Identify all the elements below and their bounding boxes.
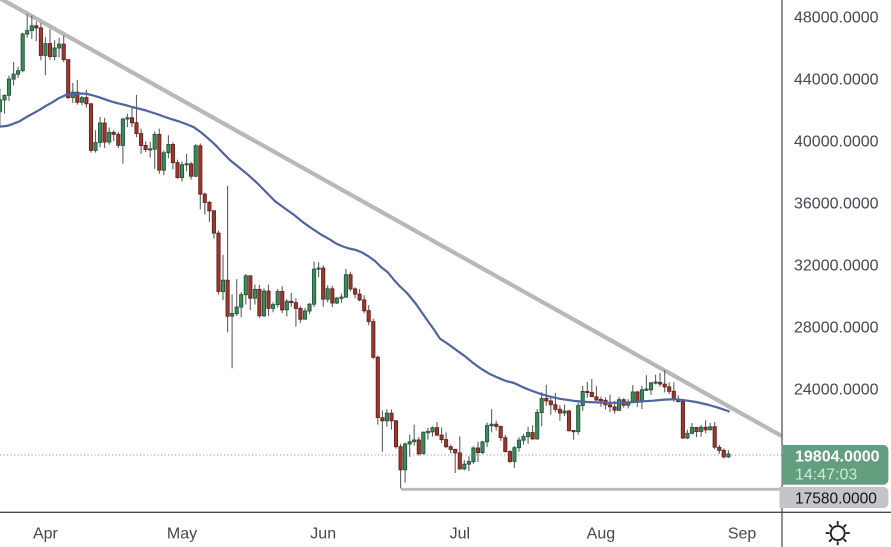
svg-text:36000.0000: 36000.0000 [794,196,879,213]
svg-text:32000.0000: 32000.0000 [794,258,879,275]
svg-text:Apr: Apr [33,526,59,543]
svg-text:48000.0000: 48000.0000 [794,10,879,27]
svg-text:19804.0000: 19804.0000 [795,449,880,466]
svg-text:Jul: Jul [450,526,470,543]
svg-text:Sep: Sep [728,526,757,543]
svg-text:17580.0000: 17580.0000 [795,491,877,508]
svg-text:Jun: Jun [310,526,336,543]
svg-text:14:47:03: 14:47:03 [795,467,857,484]
svg-text:May: May [167,526,197,543]
svg-text:44000.0000: 44000.0000 [794,72,879,89]
svg-text:40000.0000: 40000.0000 [794,134,879,151]
svg-text:24000.0000: 24000.0000 [794,382,879,399]
svg-text:Aug: Aug [587,526,615,543]
svg-text:28000.0000: 28000.0000 [794,320,879,337]
